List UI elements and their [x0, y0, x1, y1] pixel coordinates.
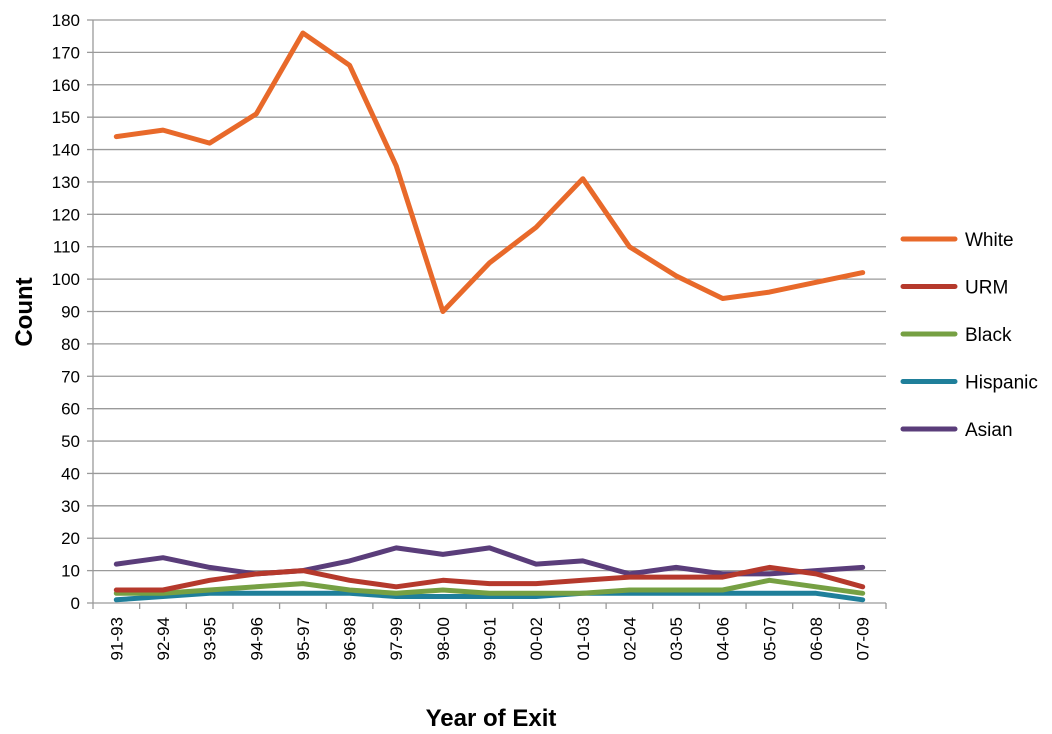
legend-label-white: White [965, 230, 1014, 251]
legend-label-hispanic: Hispanic [965, 373, 1038, 394]
x-tick-label: 91-93 [107, 617, 126, 660]
series-line-black [113, 577, 866, 596]
x-tick-label: 95-97 [294, 617, 313, 660]
series-line-white [113, 30, 866, 314]
y-tick-label: 160 [52, 76, 80, 95]
x-tick-label: 96-98 [341, 617, 360, 660]
y-tick-label: 130 [52, 173, 80, 192]
x-tick-label: 98-00 [434, 617, 453, 660]
x-tick-label: 03-05 [667, 617, 686, 660]
y-tick-label: 70 [61, 367, 80, 386]
y-tick-label: 0 [71, 594, 80, 613]
y-tick-label: 30 [61, 497, 80, 516]
y-tick-label: 140 [52, 141, 80, 160]
legend-label-asian: Asian [965, 420, 1013, 441]
legend: White URM Black Hispanic Asian [900, 230, 1038, 441]
series-lines [113, 30, 866, 603]
x-tick-label: 06-08 [807, 617, 826, 660]
y-axis-title: Count [11, 277, 38, 346]
x-tick-label: 99-01 [481, 617, 500, 660]
legend-label-urm: URM [965, 278, 1008, 299]
legend-label-black: Black [965, 325, 1012, 346]
y-tick-labels: 0 10 20 30 40 50 60 70 80 90 100 110 120 130 140 150 160… [52, 11, 80, 613]
y-tick-label: 60 [61, 400, 80, 419]
x-axis-title: Year of Exit [426, 705, 557, 732]
x-tick-label: 07-09 [854, 617, 873, 660]
series-line-urm [113, 564, 866, 593]
y-tick-label: 90 [61, 303, 80, 322]
x-tick-label: 94-96 [247, 617, 266, 660]
y-tick-label: 150 [52, 108, 80, 127]
y-tick-label: 20 [61, 529, 80, 548]
y-tick-label: 10 [61, 562, 80, 581]
y-tick-label: 180 [52, 11, 80, 30]
y-tick-label: 100 [52, 270, 80, 289]
x-tick-label: 05-07 [760, 617, 779, 660]
x-tick-label: 97-99 [387, 617, 406, 660]
gridlines [93, 19, 886, 572]
y-tick-label: 50 [61, 432, 80, 451]
x-tick-label: 04-06 [714, 617, 733, 660]
y-tick-label: 40 [61, 464, 80, 483]
axes [87, 19, 887, 609]
x-tick-label: 01-03 [574, 617, 593, 660]
y-tick-label: 120 [52, 205, 80, 224]
x-tick-label: 02-04 [620, 617, 639, 660]
x-tick-labels: 91-93 92-94 93-95 94-96 95-97 96-98 97-99 98-00… [107, 617, 872, 660]
x-tick-label: 93-95 [201, 617, 220, 660]
series-line-hispanic [113, 590, 866, 603]
x-tick-label: 00-02 [527, 617, 546, 660]
y-tick-label: 80 [61, 335, 80, 354]
y-tick-label: 110 [53, 238, 80, 257]
x-tick-label: 92-94 [154, 617, 173, 660]
y-tick-label: 170 [52, 43, 80, 62]
